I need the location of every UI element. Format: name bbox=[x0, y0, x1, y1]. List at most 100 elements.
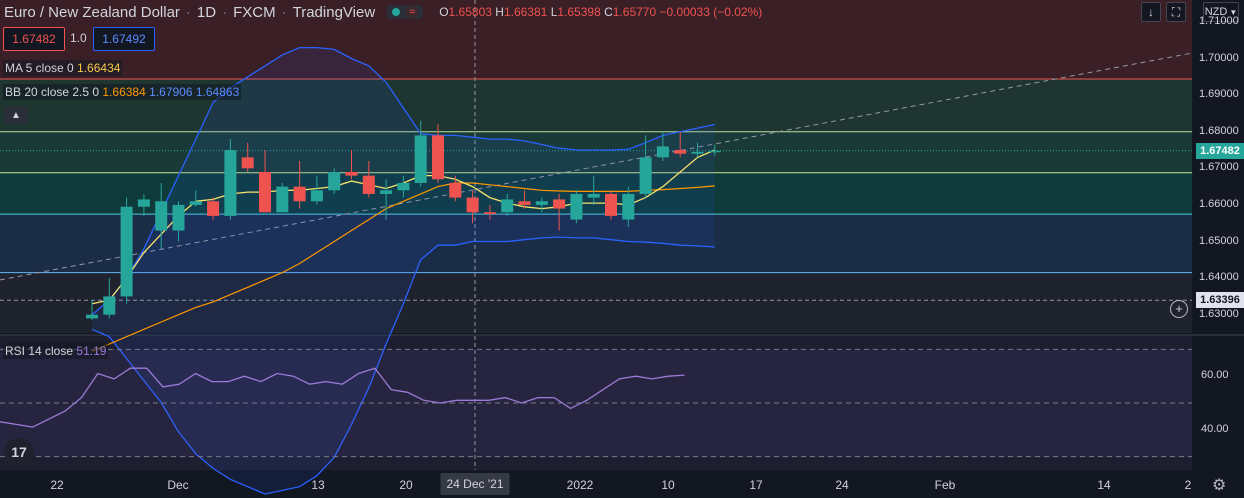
price-tick-label: 1.64000 bbox=[1199, 271, 1239, 284]
arrow-down-icon[interactable]: ↓ bbox=[1141, 2, 1161, 22]
fullscreen-icon[interactable]: ⛶ bbox=[1166, 2, 1186, 22]
time-tick-label: 20 bbox=[399, 478, 413, 492]
ma-legend[interactable]: MA 5 close 0 1.66434 bbox=[3, 60, 123, 76]
interval-label[interactable]: 1D bbox=[196, 3, 217, 21]
candle-body bbox=[120, 206, 133, 297]
tradingview-logo-icon[interactable]: 17 bbox=[4, 438, 34, 466]
candle-body bbox=[570, 193, 583, 220]
candle-body bbox=[691, 151, 704, 154]
candle-body bbox=[172, 204, 185, 231]
candle-body bbox=[501, 199, 514, 213]
candle-body bbox=[155, 201, 168, 231]
rsi-tick-label: 40.00 bbox=[1201, 422, 1229, 435]
collapse-legend-button[interactable]: ▲ bbox=[4, 106, 28, 124]
header-sep: · bbox=[222, 3, 228, 21]
candle-body bbox=[259, 171, 271, 213]
crosshair-price-tag: 1.63396 bbox=[1196, 292, 1244, 309]
gear-icon[interactable]: ⚙ bbox=[1212, 477, 1227, 494]
candle-body bbox=[622, 193, 635, 220]
price-tick-label: 1.71000 bbox=[1199, 14, 1239, 27]
candle-body bbox=[605, 193, 617, 216]
candle-body bbox=[276, 186, 289, 213]
candle-body bbox=[414, 135, 427, 183]
market-open-icon bbox=[392, 8, 401, 16]
time-tick-label: 24 bbox=[835, 478, 849, 492]
price-tick-label: 1.66000 bbox=[1199, 197, 1239, 210]
candle-body bbox=[362, 175, 375, 194]
change-value: −0.00033 (−0.02%) bbox=[659, 5, 763, 19]
time-tick-label: 14 bbox=[1097, 478, 1111, 492]
header-sep: · bbox=[281, 3, 287, 21]
candle-body bbox=[86, 314, 98, 319]
candle-body bbox=[397, 182, 410, 191]
candle-body bbox=[345, 171, 358, 176]
price-tick-label: 1.70000 bbox=[1199, 51, 1239, 64]
buy-button[interactable]: 1.67492 bbox=[93, 27, 155, 51]
time-tick-label: Dec bbox=[167, 478, 189, 492]
time-tick-label: Feb bbox=[934, 478, 956, 492]
candle-body bbox=[449, 182, 462, 198]
candle-body bbox=[553, 199, 566, 209]
rsi-tick-label: 60.00 bbox=[1201, 369, 1229, 382]
candle-body bbox=[380, 190, 393, 194]
zone-band bbox=[0, 131, 1192, 173]
bb-legend[interactable]: BB 20 close 2.5 0 1.66384 1.67906 1.6486… bbox=[3, 84, 242, 100]
candle-body bbox=[207, 201, 220, 216]
candle-body bbox=[103, 296, 116, 315]
bb-upper-line bbox=[91, 46, 715, 316]
candles-layer bbox=[86, 120, 721, 321]
candle-body bbox=[518, 201, 531, 205]
sell-button[interactable]: 1.67482 bbox=[3, 27, 65, 51]
time-axis-bg bbox=[0, 470, 1244, 498]
source-label: TradingView bbox=[292, 3, 376, 21]
price-tick-label: 1.68000 bbox=[1199, 124, 1239, 137]
price-tick-label: 1.69000 bbox=[1199, 88, 1239, 101]
candle-body bbox=[189, 201, 202, 205]
candle-body bbox=[587, 193, 600, 198]
exchange-label: FXCM bbox=[233, 3, 276, 21]
candle-body bbox=[328, 171, 341, 191]
chart-header: Euro / New Zealand Dollar · 1D · FXCM · … bbox=[4, 2, 762, 22]
price-tick-label: 1.65000 bbox=[1199, 234, 1239, 247]
trend-line bbox=[0, 52, 1193, 281]
time-tick-label: 2022 bbox=[566, 478, 594, 492]
candle-body bbox=[432, 135, 444, 180]
candle-body bbox=[310, 190, 323, 202]
zone-band bbox=[0, 214, 1192, 273]
crosshair-date-tag: 24 Dec '21 bbox=[440, 473, 510, 495]
grid-layer bbox=[0, 0, 1244, 470]
ohlc-values: O1.65803 H1.66381 L1.65398 C1.65770 −0.0… bbox=[439, 5, 763, 19]
price-tick-label: 1.63000 bbox=[1199, 307, 1239, 320]
quantity-label[interactable]: 1.0 bbox=[70, 31, 87, 45]
candle-body bbox=[224, 150, 237, 216]
symbol-title[interactable]: Euro / New Zealand Dollar bbox=[4, 3, 180, 21]
zone-band bbox=[0, 272, 1192, 333]
time-tick-label: 22 bbox=[50, 478, 64, 492]
price-axis-bg bbox=[1192, 0, 1244, 470]
header-sep: · bbox=[185, 3, 191, 21]
current-price-tag: 1.67482 bbox=[1196, 142, 1244, 159]
candle-body bbox=[708, 150, 721, 153]
rsi-line bbox=[0, 367, 685, 428]
rsi-legend[interactable]: RSI 14 close 51.19 bbox=[3, 343, 109, 359]
candle-body bbox=[674, 150, 687, 154]
wave-icon: ≈ bbox=[406, 6, 419, 18]
candle-body bbox=[466, 197, 479, 213]
candle-body bbox=[656, 146, 669, 158]
bb-lower-line bbox=[91, 236, 715, 495]
price-tick-label: 1.67000 bbox=[1199, 161, 1239, 174]
add-alert-icon[interactable]: + bbox=[1170, 300, 1188, 318]
time-tick-label: 13 bbox=[311, 478, 325, 492]
time-tick-label: 2 bbox=[1184, 478, 1192, 492]
zone-band bbox=[0, 0, 1192, 80]
market-status[interactable]: ≈ bbox=[387, 5, 424, 19]
time-tick-label: 10 bbox=[661, 478, 675, 492]
candle-body bbox=[483, 212, 496, 215]
currency-selector[interactable]: NZD ▼ bbox=[1203, 2, 1239, 22]
candle-body bbox=[639, 157, 652, 194]
time-tick-label: 17 bbox=[749, 478, 763, 492]
candle-body bbox=[293, 186, 306, 202]
candle-body bbox=[535, 201, 548, 205]
